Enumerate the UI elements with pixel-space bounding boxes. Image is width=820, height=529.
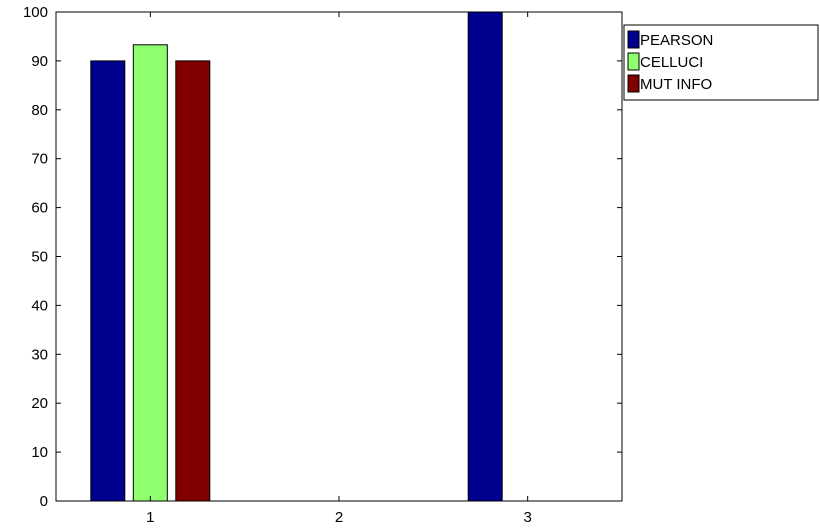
x-tick-label: 3 xyxy=(523,509,531,526)
y-tick-label: 80 xyxy=(31,102,48,119)
y-tick-label: 90 xyxy=(31,53,48,70)
legend-label: CELLUCI xyxy=(640,54,703,71)
y-tick-label: 60 xyxy=(31,200,48,217)
y-tick-label: 0 xyxy=(40,493,48,510)
y-tick-label: 30 xyxy=(31,346,48,363)
y-tick-label: 20 xyxy=(31,395,48,412)
legend: PEARSON CELLUCI MUT INFO xyxy=(623,24,819,101)
legend-swatch xyxy=(627,52,640,71)
legend-box xyxy=(623,24,819,101)
legend-swatch xyxy=(627,74,640,93)
legend-swatch xyxy=(627,30,640,49)
bars-group xyxy=(90,11,503,502)
x-axis-ticks: 1 2 3 xyxy=(146,12,532,526)
bar-pearson-cat-3 xyxy=(467,11,503,502)
bar-celluci-cat-1 xyxy=(132,44,168,502)
bar-pearson-cat-1 xyxy=(90,60,126,502)
legend-label: MUT INFO xyxy=(640,76,712,93)
y-tick-label: 100 xyxy=(23,4,48,21)
y-tick-label: 70 xyxy=(31,151,48,168)
y-tick-label: 50 xyxy=(31,249,48,266)
y-axis-ticks: 0 10 20 30 40 50 60 70 80 90 100 xyxy=(23,4,622,510)
bar-mut-info-cat-1 xyxy=(175,60,211,502)
y-tick-label: 40 xyxy=(31,297,48,314)
x-tick-label: 2 xyxy=(335,509,343,526)
legend-label: PEARSON xyxy=(640,32,713,49)
x-tick-label: 1 xyxy=(146,509,154,526)
y-tick-label: 10 xyxy=(31,444,48,461)
